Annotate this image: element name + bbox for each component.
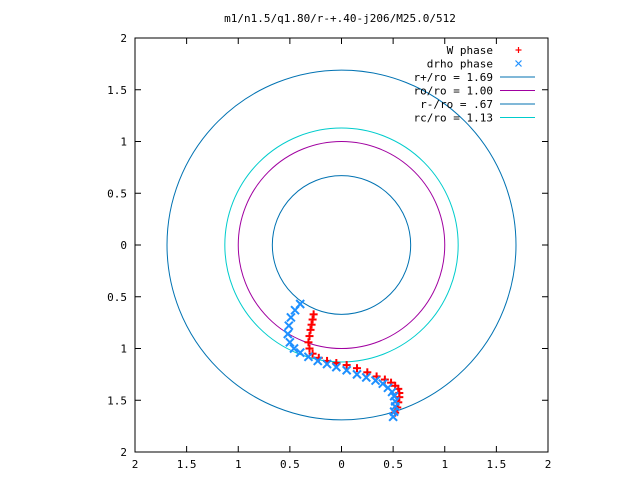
phase-points xyxy=(283,299,404,422)
drho-phase-point xyxy=(341,365,352,375)
drho-phase-point xyxy=(370,375,381,386)
drho-phase-point xyxy=(283,329,293,339)
drho-phase-point xyxy=(352,369,362,380)
drho-phase-point xyxy=(313,356,323,366)
drho-phase-point xyxy=(290,305,300,315)
marker-stroke xyxy=(285,337,295,347)
circle-series xyxy=(224,127,459,363)
marker-stroke xyxy=(341,365,352,375)
x-tick-label: 1.5 xyxy=(486,458,506,471)
x-tick-label: 0.5 xyxy=(383,458,403,471)
drho-phase-point xyxy=(388,412,398,422)
legend-label: r+/ro = 1.69 xyxy=(414,71,493,84)
w-phase-point xyxy=(332,358,341,367)
drho-phase-point xyxy=(331,362,342,372)
legend-label: W phase xyxy=(447,44,493,57)
x-tick-label: 1 xyxy=(441,458,448,471)
drho-phase-point xyxy=(295,347,305,358)
w-phase-point xyxy=(304,338,313,347)
y-tick-label: 2 xyxy=(120,32,127,45)
marker-stroke xyxy=(286,312,296,323)
w-phase-point xyxy=(308,315,317,324)
drho-phase-point xyxy=(286,312,296,323)
w-phase-point xyxy=(352,364,361,373)
x-tick-label: 1 xyxy=(235,458,242,471)
y-tick-label: 1.5 xyxy=(107,394,127,407)
x-tick-label: 2 xyxy=(545,458,552,471)
w-phase-point xyxy=(305,344,314,353)
w-phase-point xyxy=(309,310,318,319)
y-tick-label: 1 xyxy=(120,343,127,356)
y-tick-label: 1.5 xyxy=(107,84,127,97)
drho-phase-point xyxy=(284,321,294,331)
w-phase-point xyxy=(342,361,351,370)
marker-stroke xyxy=(387,387,397,397)
drho-phase-point xyxy=(303,352,314,362)
marker-stroke xyxy=(322,359,332,369)
marker-stroke xyxy=(303,352,314,362)
chart-title: m1/n1.5/q1.80/r-+.40-j206/M25.0/512 xyxy=(224,12,456,25)
y-tick-label: 0.5 xyxy=(107,187,127,200)
w-phase-point xyxy=(305,332,314,341)
y-tick-label: 1 xyxy=(120,136,127,149)
w-phase-point xyxy=(307,320,316,329)
marker-stroke xyxy=(331,362,342,372)
y-tick-label: 2 xyxy=(120,446,127,459)
x-tick-label: 0.5 xyxy=(280,458,300,471)
circle-series xyxy=(271,175,412,315)
marker-stroke xyxy=(352,369,362,380)
x-tick-label: 1.5 xyxy=(177,458,197,471)
legend-label: rc/ro = 1.13 xyxy=(414,112,493,125)
marker-stroke xyxy=(283,329,293,339)
drho-phase-point xyxy=(322,359,332,369)
y-tick-label: 0.5 xyxy=(107,291,127,304)
x-tick-label: 2 xyxy=(132,458,139,471)
drho-phase-point xyxy=(361,372,371,383)
legend-marker xyxy=(515,60,522,67)
w-phase-point xyxy=(363,368,372,377)
circle-series xyxy=(237,141,446,349)
drho-phase-point xyxy=(289,343,299,354)
marker-stroke xyxy=(295,347,305,358)
w-phase-point xyxy=(306,325,315,334)
marker-stroke xyxy=(383,383,393,393)
legend-label: drho phase xyxy=(427,58,493,71)
marker-stroke xyxy=(289,343,299,354)
w-phase-point xyxy=(395,393,404,402)
circle-series xyxy=(166,69,517,421)
marker-stroke xyxy=(378,378,388,389)
drho-phase-point xyxy=(285,337,295,347)
legend-label: r-/ro = .67 xyxy=(420,98,493,111)
marker-stroke xyxy=(284,321,294,331)
marker-stroke xyxy=(313,356,323,366)
marker-stroke xyxy=(361,372,371,383)
x-tick-label: 0 xyxy=(338,458,345,471)
reference-circles xyxy=(166,69,517,421)
marker-stroke xyxy=(370,375,381,386)
y-tick-label: 0 xyxy=(120,239,127,252)
legend-label: ro/ro = 1.00 xyxy=(414,85,493,98)
marker-stroke xyxy=(388,412,398,422)
marker-stroke xyxy=(290,305,300,315)
axis-ticks: 2 1.5 1 0.5 0 0.5 1 1.5 221.510.500.511.52 xyxy=(107,32,551,471)
